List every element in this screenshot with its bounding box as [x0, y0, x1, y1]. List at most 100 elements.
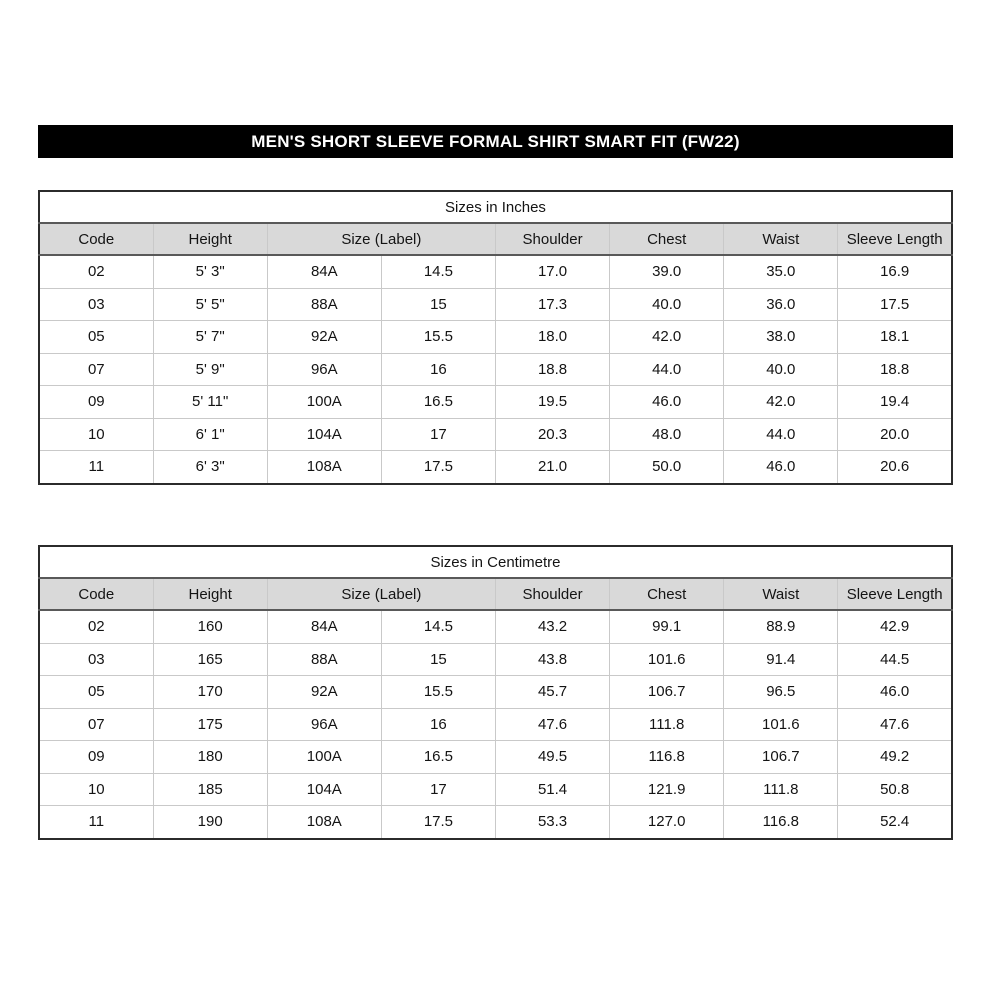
- cell: 19.4: [837, 385, 953, 419]
- cell: 101.6: [609, 642, 725, 676]
- table-row: 10 185 104A 17 51.4 121.9 111.8 50.8: [38, 772, 953, 806]
- cell: 10: [38, 417, 154, 451]
- cell: 14.5: [380, 254, 497, 289]
- table-row: 03 5' 5" 88A 15 17.3 40.0 36.0 17.5: [38, 287, 953, 321]
- column-header-shoulder: Shoulder: [494, 222, 611, 256]
- cell: 88.9: [723, 609, 839, 644]
- cell: 43.8: [494, 642, 611, 676]
- cell: 42.9: [837, 609, 953, 644]
- cell: 17.5: [837, 287, 953, 321]
- cell: 47.6: [837, 707, 953, 741]
- column-header-sleeve-length: Sleeve Length: [837, 577, 953, 611]
- cell: 18.0: [494, 320, 611, 354]
- cell: 11: [38, 805, 154, 839]
- cell: 38.0: [723, 320, 839, 354]
- cell: 108A: [266, 805, 382, 839]
- sizes-in-centimetre-table: Sizes in Centimetre Code Height Size (Label…: [38, 545, 953, 840]
- column-header-waist: Waist: [723, 222, 839, 256]
- cell: 5' 5": [152, 287, 268, 321]
- cell: 03: [38, 642, 154, 676]
- cell: 108A: [266, 450, 382, 484]
- cell: 121.9: [609, 772, 725, 806]
- cell: 5' 11": [152, 385, 268, 419]
- product-title-banner: MEN'S SHORT SLEEVE FORMAL SHIRT SMART FI…: [38, 125, 953, 158]
- cell: 49.2: [837, 740, 953, 774]
- cell: 17: [380, 772, 497, 806]
- cell: 02: [38, 254, 154, 289]
- cell: 16: [380, 707, 497, 741]
- cell: 106.7: [609, 675, 725, 709]
- cell: 50.0: [609, 450, 725, 484]
- cell: 101.6: [723, 707, 839, 741]
- cell: 18.1: [837, 320, 953, 354]
- cell: 96A: [266, 707, 382, 741]
- cell: 99.1: [609, 609, 725, 644]
- cell: 15: [380, 642, 497, 676]
- cell: 21.0: [494, 450, 611, 484]
- column-header-height: Height: [152, 222, 268, 256]
- cell: 20.6: [837, 450, 953, 484]
- cell: 48.0: [609, 417, 725, 451]
- cell: 43.2: [494, 609, 611, 644]
- cell: 96A: [266, 352, 382, 386]
- cell: 19.5: [494, 385, 611, 419]
- cell: 100A: [266, 740, 382, 774]
- column-header-height: Height: [152, 577, 268, 611]
- cell: 91.4: [723, 642, 839, 676]
- table-row: 09 5' 11" 100A 16.5 19.5 46.0 42.0 19.4: [38, 385, 953, 419]
- cell: 40.0: [609, 287, 725, 321]
- cell: 88A: [266, 287, 382, 321]
- cell: 16.5: [380, 740, 497, 774]
- cell: 50.8: [837, 772, 953, 806]
- cell: 02: [38, 609, 154, 644]
- cell: 104A: [266, 417, 382, 451]
- cell: 05: [38, 320, 154, 354]
- cell: 39.0: [609, 254, 725, 289]
- cell: 5' 7": [152, 320, 268, 354]
- cell: 104A: [266, 772, 382, 806]
- column-header-chest: Chest: [609, 577, 725, 611]
- cell: 15.5: [380, 675, 497, 709]
- column-header-waist: Waist: [723, 577, 839, 611]
- cell: 35.0: [723, 254, 839, 289]
- cell: 46.0: [837, 675, 953, 709]
- cell: 165: [152, 642, 268, 676]
- column-header-code: Code: [38, 577, 154, 611]
- cell: 17.3: [494, 287, 611, 321]
- cell: 47.6: [494, 707, 611, 741]
- column-header-chest: Chest: [609, 222, 725, 256]
- cell: 03: [38, 287, 154, 321]
- cell: 92A: [266, 320, 382, 354]
- column-header-size-label: Size (Label): [266, 577, 497, 611]
- table-title: Sizes in Centimetre: [39, 545, 952, 579]
- cell: 190: [152, 805, 268, 839]
- cell: 116.8: [723, 805, 839, 839]
- cell: 11: [38, 450, 154, 484]
- cell: 17: [380, 417, 497, 451]
- table-row: 07 175 96A 16 47.6 111.8 101.6 47.6: [38, 707, 953, 741]
- cell: 6' 1": [152, 417, 268, 451]
- cell: 106.7: [723, 740, 839, 774]
- table-row: 10 6' 1" 104A 17 20.3 48.0 44.0 20.0: [38, 417, 953, 451]
- cell: 53.3: [494, 805, 611, 839]
- table-row: 05 5' 7" 92A 15.5 18.0 42.0 38.0 18.1: [38, 320, 953, 354]
- cell: 84A: [266, 254, 382, 289]
- table-row: 11 190 108A 17.5 53.3 127.0 116.8 52.4: [38, 805, 953, 839]
- cell: 52.4: [837, 805, 953, 839]
- cell: 92A: [266, 675, 382, 709]
- cell: 15.5: [380, 320, 497, 354]
- cell: 15: [380, 287, 497, 321]
- cell: 17.0: [494, 254, 611, 289]
- sizes-in-inches-table: Sizes in Inches Code Height Size (Label) Sho…: [38, 190, 953, 485]
- cell: 20.0: [837, 417, 953, 451]
- cell: 42.0: [723, 385, 839, 419]
- table-row: 05 170 92A 15.5 45.7 106.7 96.5 46.0: [38, 675, 953, 709]
- column-header-shoulder: Shoulder: [494, 577, 611, 611]
- table-title: Sizes in Inches: [39, 190, 952, 224]
- cell: 18.8: [837, 352, 953, 386]
- cell: 46.0: [609, 385, 725, 419]
- cell: 42.0: [609, 320, 725, 354]
- cell: 45.7: [494, 675, 611, 709]
- cell: 175: [152, 707, 268, 741]
